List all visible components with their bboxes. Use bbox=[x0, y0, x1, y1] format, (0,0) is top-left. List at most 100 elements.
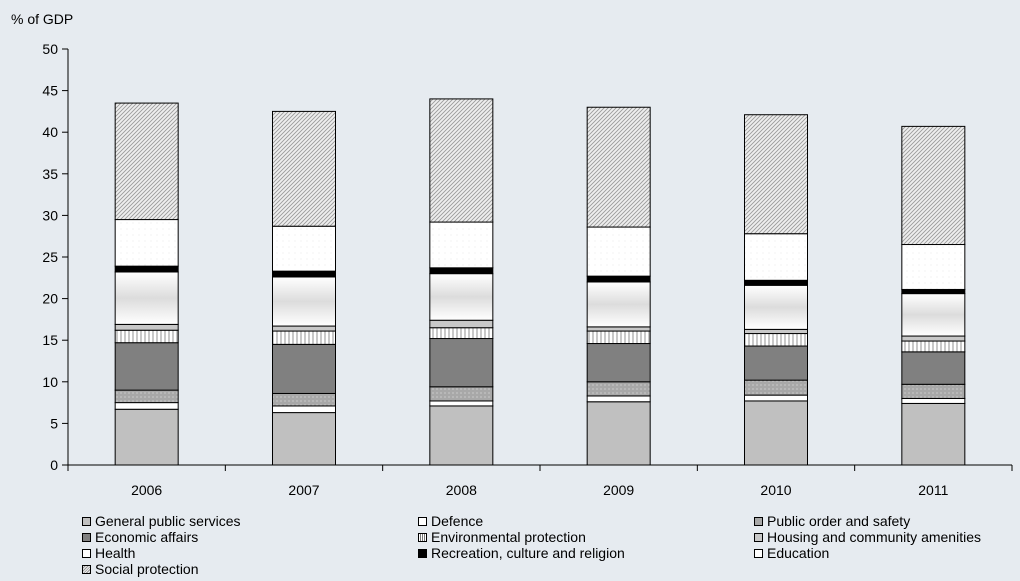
legend-item: Social protection bbox=[82, 561, 418, 577]
legend-swatch bbox=[82, 548, 91, 558]
legend-item: Defence bbox=[418, 513, 754, 529]
legend-swatch bbox=[754, 516, 763, 526]
y-tick-label: 30 bbox=[42, 207, 58, 223]
bar-segment bbox=[744, 345, 808, 381]
legend-label: Social protection bbox=[95, 561, 199, 577]
legend-label: Housing and community amenities bbox=[767, 529, 981, 545]
legend-swatch bbox=[418, 548, 427, 558]
bar-segment bbox=[272, 276, 336, 327]
bar-segment bbox=[586, 401, 651, 466]
bar-segment bbox=[586, 106, 651, 228]
y-tick-label: 10 bbox=[42, 374, 58, 390]
bar-segment bbox=[586, 395, 651, 403]
bar-segment bbox=[744, 400, 808, 466]
x-axis: 2006 2007 2008 2009 2010 2011 bbox=[67, 464, 1013, 498]
bar-segment bbox=[901, 125, 966, 246]
bar-segment bbox=[114, 219, 179, 267]
bar-segment bbox=[114, 329, 179, 344]
bar-segment bbox=[429, 386, 494, 402]
bar-segment bbox=[114, 402, 179, 410]
legend-label: Economic affairs bbox=[95, 529, 199, 545]
legend: General public services Defence Public ord… bbox=[82, 513, 1017, 577]
legend-swatch bbox=[82, 532, 91, 542]
bar-segment bbox=[429, 405, 494, 466]
bar-segment bbox=[429, 400, 494, 407]
bar-segment bbox=[429, 98, 494, 223]
legend-item: Environmental protection bbox=[418, 529, 754, 545]
y-tick-label: 50 bbox=[42, 41, 58, 57]
legend-label: Recreation, culture and religion bbox=[431, 545, 625, 561]
bar-segment bbox=[272, 343, 336, 394]
x-tick-label: 2007 bbox=[288, 482, 319, 498]
x-tick-label: 2011 bbox=[918, 482, 948, 498]
legend-label: General public services bbox=[95, 513, 241, 529]
bar-segment bbox=[272, 392, 336, 407]
bar-segment bbox=[586, 275, 651, 283]
bar-segment bbox=[744, 284, 808, 330]
bar-segment bbox=[114, 408, 179, 466]
y-tick-label: 40 bbox=[42, 124, 58, 140]
bar-segment bbox=[272, 225, 336, 272]
bar-segment bbox=[586, 381, 651, 397]
x-tick-label: 2009 bbox=[603, 482, 634, 498]
bar-segment bbox=[272, 270, 336, 278]
legend-item: Public order and safety bbox=[754, 513, 1017, 529]
bar-segment bbox=[901, 244, 966, 290]
bar-segment bbox=[901, 340, 966, 353]
legend-item: Health bbox=[82, 545, 418, 561]
legend-label: Education bbox=[767, 545, 830, 561]
bar-segment bbox=[114, 102, 179, 221]
x-tick-label: 2008 bbox=[446, 482, 477, 498]
bar-segment bbox=[901, 397, 966, 404]
bar-segment bbox=[429, 319, 494, 329]
bar-segment bbox=[429, 273, 494, 321]
bar-segment bbox=[429, 327, 494, 340]
bar-segment bbox=[586, 330, 651, 345]
legend-item: Recreation, culture and religion bbox=[418, 545, 754, 561]
legend-item: Education bbox=[754, 545, 1017, 561]
legend-swatch bbox=[82, 516, 91, 526]
bar-segment bbox=[114, 323, 179, 331]
bar-segment bbox=[744, 333, 808, 347]
bar-segment bbox=[901, 288, 966, 295]
y-axis-label: % of GDP bbox=[11, 11, 73, 27]
bar-segment bbox=[744, 114, 808, 235]
bar-segment bbox=[429, 338, 494, 388]
bar-segment bbox=[429, 221, 494, 269]
legend-swatch bbox=[754, 532, 763, 542]
bar-segment bbox=[901, 402, 966, 466]
bar-segment bbox=[744, 279, 808, 286]
legend-swatch bbox=[754, 548, 763, 558]
bar-segment bbox=[901, 293, 966, 337]
bar-segment bbox=[901, 383, 966, 399]
bar-segment bbox=[114, 389, 179, 404]
legend-swatch bbox=[418, 516, 427, 526]
bar-segment bbox=[429, 267, 494, 275]
y-tick-label: 45 bbox=[42, 83, 58, 99]
x-tick-label: 2006 bbox=[131, 482, 162, 498]
legend-item: Economic affairs bbox=[82, 529, 418, 545]
bar-segment bbox=[901, 351, 966, 385]
bar-segment bbox=[901, 335, 966, 342]
legend-item: General public services bbox=[82, 513, 418, 529]
y-tick-label: 5 bbox=[50, 415, 58, 431]
bar-segment bbox=[744, 233, 808, 281]
bar-segment bbox=[586, 326, 651, 332]
bar-segment bbox=[272, 412, 336, 466]
bar-segment bbox=[744, 328, 808, 335]
legend-label: Environmental protection bbox=[431, 529, 586, 545]
bar-segment bbox=[272, 110, 336, 227]
bars bbox=[114, 98, 966, 466]
legend-item: Housing and community amenities bbox=[754, 529, 1017, 545]
bar-segment bbox=[272, 325, 336, 332]
bar-segment bbox=[272, 330, 336, 345]
y-tick-label: 25 bbox=[42, 249, 58, 265]
y-tick-label: 20 bbox=[42, 291, 58, 307]
y-axis: 0 5 10 15 20 25 30 35 40 45 50 bbox=[42, 41, 69, 473]
bar-segment bbox=[744, 379, 808, 396]
bar-segment bbox=[586, 343, 651, 383]
bar-segment bbox=[114, 271, 179, 325]
bar-segment bbox=[586, 226, 651, 277]
y-tick-label: 35 bbox=[42, 166, 58, 182]
